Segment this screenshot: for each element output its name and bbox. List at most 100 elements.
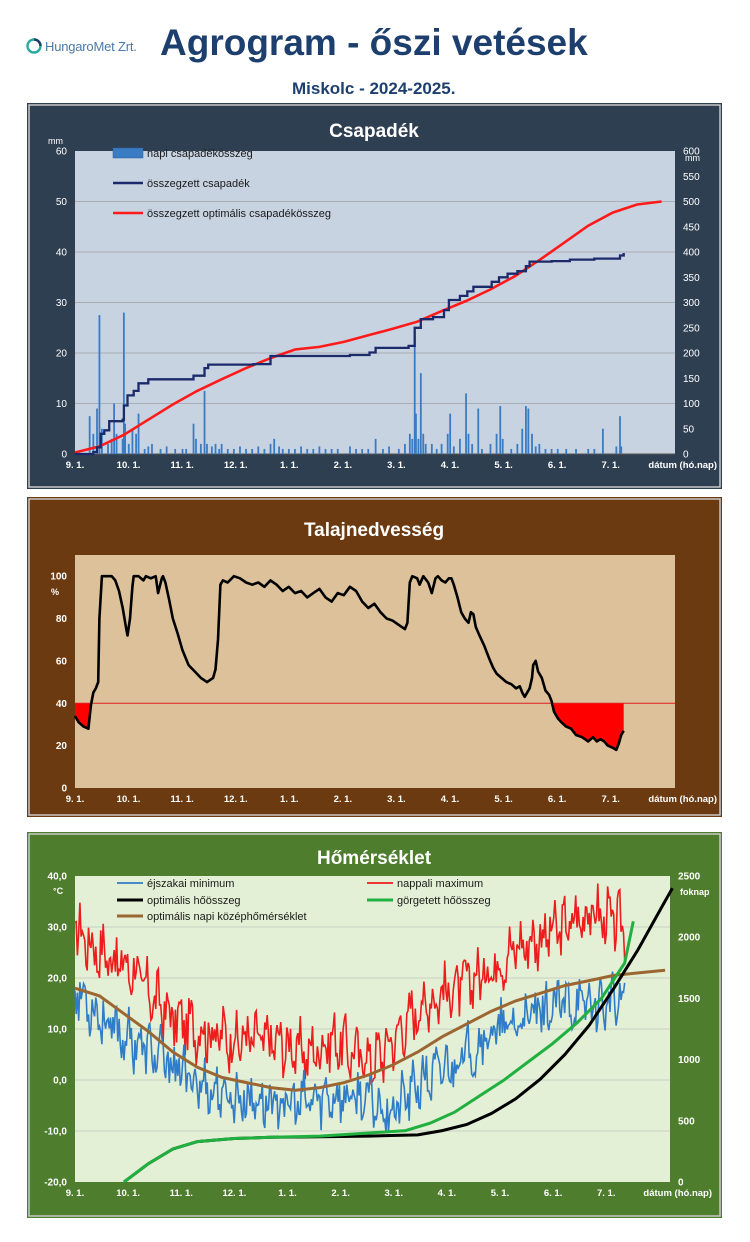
precip-y2-tick-label: 200 [683,349,700,360]
precip-daily-bar [527,408,530,454]
precip-daily-bar [404,443,406,454]
temp-y2-tick-label: 2500 [678,872,701,883]
temp-x-tick-label: 5. 1. [491,1188,510,1199]
precip-daily-bar [367,448,370,454]
precip-daily-bar [124,423,127,454]
legend-tmax-label: nappali maximum [397,878,483,890]
temp-rolling-heat-sum-line [123,920,635,1184]
logo-text: HungaroMet Zrt. [45,38,137,54]
precip-y2-tick-label: 150 [683,374,700,385]
temp-y-tick-label: -20,0 [44,1178,67,1189]
temp-y2-tick-label: 1000 [678,1055,701,1066]
precip-daily-bar [185,448,188,454]
precip-daily-bar [587,448,590,454]
precip-daily-bar [452,446,455,454]
moisture-y-tick-label: 20 [56,741,68,752]
precip-daily-bar [137,413,140,454]
moisture-y-axis-label: % [51,587,59,597]
precip-daily-bar [214,443,217,454]
precip-daily-bar [318,446,321,454]
temp-max-line [74,883,626,1086]
precip-cumulative-line [75,253,625,456]
precip-daily-bar [620,446,623,454]
moisture-title: Talajnedvesség [304,520,444,541]
moisture-panel-border [28,498,721,816]
precip-daily-bar [349,446,351,454]
precip-daily-bar [525,406,527,454]
precip-y2-tick-label: 50 [683,424,695,435]
precip-daily-bar [220,443,223,454]
precip-daily-bar [218,448,221,454]
precip-daily-bar [195,438,197,454]
temp-x-tick-label: 6. 1. [544,1188,563,1199]
precip-daily-bar [306,448,309,454]
precip-daily-bar [336,448,339,454]
precip-x-tick-label: 4. 1. [441,460,460,471]
precip-daily-bar [143,448,146,454]
temp-x-tick-label: 7. 1. [597,1188,616,1199]
precip-y-tick-label: 20 [56,349,68,360]
temp-y-tick-label: 30,0 [48,923,68,934]
precip-daily-bar [544,448,547,454]
temp-x-tick-label: 10. 1. [116,1188,140,1199]
precip-y-tick-label: 40 [56,248,68,259]
precip-daily-bar [411,438,414,454]
precip-daily-bar [415,413,417,454]
moisture-x-tick-label: 6. 1. [548,794,567,805]
precip-daily-bar [245,448,247,454]
precip-daily-bar [374,438,377,454]
precip-daily-bar [459,438,461,454]
precip-daily-bar [556,448,559,454]
precip-daily-bar [131,428,134,454]
moisture-x-tick-label: 10. 1. [117,794,141,805]
precip-daily-bar [324,448,327,454]
legend-cumulative-precip-label: összegzett csapadék [147,178,250,190]
precip-daily-bar [413,335,416,454]
precip-y2-tick-label: 350 [683,273,700,284]
temp-x-tick-label: 9. 1. [66,1188,85,1199]
precip-daily-bar [92,433,95,454]
temp-panel-border [28,833,721,1217]
precip-daily-bar [113,403,116,454]
precip-daily-bar [88,416,91,454]
precip-daily-bar [531,433,533,454]
precip-x-tick-label: 5. 1. [494,460,512,471]
temp-x-tick-label: 1. 1. [278,1188,297,1199]
precip-daily-bar [435,448,438,454]
precip-y2-tick-label: 250 [683,323,700,334]
precip-y2-tick-label: 500 [683,197,700,208]
temperature-chart: Hőmérséklet 40,0 30,0 20,0 10,0 0,0 -10,0 -20,0… [27,832,722,1218]
precip-daily-bar [521,428,524,454]
temp-x-tick-label: 4. 1. [438,1188,457,1199]
moisture-x-tick-label: 7. 1. [601,794,620,805]
precip-y-tick-label: 10 [56,399,68,410]
precip-daily-bar [263,448,266,454]
precip-daily-bar [408,433,411,454]
precip-daily-bar [273,438,276,454]
precip-daily-bar [226,448,229,454]
precip-y2-tick-label: 300 [683,298,700,309]
precip-y2-tick-label: 450 [683,222,700,233]
moisture-plot-area [75,555,675,788]
precip-daily-bar [192,423,195,454]
temp-y2-tick-label: 1500 [678,994,701,1005]
precip-daily-bar [388,446,390,454]
legend-daily-precip-label: napi csapadékösszeg [147,148,253,160]
precip-y2-axis-label: mm [685,153,700,163]
precip-y2-tick-label: 400 [683,248,700,259]
temp-y2-tick-label: 2000 [678,933,701,944]
precip-daily-bar [471,443,474,454]
header: HungaroMet Zrt. Agrogram - őszi vetések … [0,0,750,100]
legend-optimal-heat-label: optimális hőösszeg [147,895,241,907]
precip-daily-bar [361,448,364,454]
precip-x-tick-label: 10. 1. [117,460,141,471]
moisture-x-tick-label: 2. 1. [334,794,353,805]
precip-daily-bar [181,448,184,454]
temp-x-axis-label: dátum (hó.nap) [643,1188,712,1199]
precip-daily-bar [96,408,98,454]
precip-daily-bar [516,443,519,454]
precip-x-tick-label: 11. 1. [171,460,194,471]
precip-daily-bar [619,416,621,454]
precip-daily-bar [422,433,425,454]
precip-daily-bar [206,443,208,454]
